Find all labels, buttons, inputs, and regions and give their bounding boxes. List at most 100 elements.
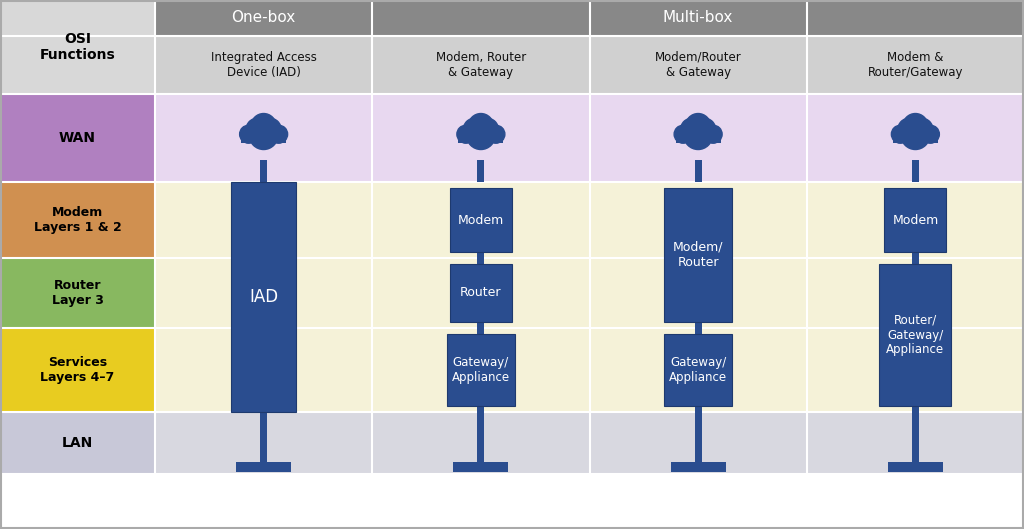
Bar — [912, 160, 919, 182]
Circle shape — [249, 121, 279, 150]
Text: Modem &
Router/Gateway: Modem & Router/Gateway — [867, 51, 964, 79]
Text: Gateway/
Appliance: Gateway/ Appliance — [452, 356, 510, 384]
Text: Modem: Modem — [458, 214, 504, 226]
Bar — [912, 252, 919, 264]
Bar — [477, 160, 484, 182]
Circle shape — [903, 114, 928, 139]
Text: Modem
Layers 1 & 2: Modem Layers 1 & 2 — [34, 206, 122, 234]
Bar — [477, 406, 484, 462]
Bar — [155, 94, 373, 182]
Bar — [807, 94, 1024, 182]
Text: Modem/
Router: Modem/ Router — [673, 241, 723, 269]
Bar — [237, 462, 291, 472]
FancyBboxPatch shape — [450, 188, 512, 252]
Circle shape — [922, 125, 939, 143]
FancyBboxPatch shape — [446, 334, 515, 406]
Bar — [590, 36, 807, 94]
Circle shape — [694, 118, 716, 140]
Bar — [676, 134, 721, 143]
Bar — [155, 412, 373, 474]
FancyBboxPatch shape — [885, 188, 946, 252]
FancyBboxPatch shape — [665, 188, 732, 322]
Circle shape — [464, 118, 485, 140]
Bar — [373, 412, 590, 474]
Circle shape — [681, 118, 702, 140]
Bar — [241, 134, 286, 143]
Bar — [260, 160, 267, 182]
Text: Integrated Access
Device (IAD): Integrated Access Device (IAD) — [211, 51, 316, 79]
Bar — [155, 0, 373, 36]
Text: LAN: LAN — [61, 436, 93, 450]
Bar — [807, 182, 1024, 258]
Circle shape — [457, 125, 475, 143]
Bar — [590, 412, 807, 474]
Text: One-box: One-box — [231, 11, 296, 25]
Bar — [590, 182, 807, 258]
FancyBboxPatch shape — [231, 182, 296, 412]
Text: IAD: IAD — [249, 288, 279, 306]
Text: Modem/Router
& Gateway: Modem/Router & Gateway — [654, 51, 741, 79]
Bar — [694, 406, 701, 462]
Circle shape — [684, 121, 713, 150]
Circle shape — [486, 125, 505, 143]
Bar — [477, 322, 484, 334]
Bar — [807, 328, 1024, 412]
Bar — [477, 252, 484, 264]
Circle shape — [901, 121, 930, 150]
FancyBboxPatch shape — [450, 264, 512, 322]
Text: Router/
Gateway/
Appliance: Router/ Gateway/ Appliance — [887, 314, 944, 357]
FancyBboxPatch shape — [665, 334, 732, 406]
Bar — [0, 328, 155, 412]
Bar — [459, 134, 504, 143]
Bar — [373, 0, 1024, 36]
Circle shape — [705, 125, 722, 143]
Circle shape — [269, 125, 288, 143]
Text: OSI
Functions: OSI Functions — [40, 32, 116, 62]
Circle shape — [898, 118, 920, 140]
Bar — [0, 182, 155, 258]
Bar — [260, 412, 267, 462]
Text: WAN: WAN — [59, 131, 96, 145]
Bar — [0, 412, 155, 474]
Bar — [590, 328, 807, 412]
Bar — [373, 328, 590, 412]
Bar — [155, 258, 373, 328]
Text: Router: Router — [460, 287, 502, 299]
Circle shape — [251, 114, 276, 139]
Bar — [694, 160, 701, 182]
Text: Router
Layer 3: Router Layer 3 — [51, 279, 103, 307]
Bar — [155, 328, 373, 412]
Circle shape — [468, 114, 494, 139]
Bar — [373, 258, 590, 328]
Bar — [0, 94, 155, 182]
Bar — [155, 36, 373, 94]
Circle shape — [240, 125, 258, 143]
Bar — [454, 462, 508, 472]
Bar — [807, 412, 1024, 474]
Bar — [912, 406, 919, 462]
Text: Services
Layers 4–7: Services Layers 4–7 — [40, 356, 115, 384]
Bar — [0, 258, 155, 328]
FancyBboxPatch shape — [880, 264, 951, 406]
Circle shape — [467, 121, 496, 150]
Bar — [590, 258, 807, 328]
Bar — [807, 258, 1024, 328]
Bar — [671, 462, 726, 472]
Bar — [694, 322, 701, 334]
Bar — [155, 182, 373, 258]
Text: Gateway/
Appliance: Gateway/ Appliance — [669, 356, 727, 384]
Circle shape — [911, 118, 933, 140]
Bar — [888, 462, 943, 472]
Bar — [807, 36, 1024, 94]
Circle shape — [674, 125, 692, 143]
Text: Modem, Router
& Gateway: Modem, Router & Gateway — [436, 51, 526, 79]
Bar — [893, 134, 938, 143]
Text: Multi-box: Multi-box — [663, 11, 733, 25]
Bar — [373, 36, 590, 94]
Circle shape — [259, 118, 281, 140]
Circle shape — [685, 114, 711, 139]
Bar — [0, 0, 155, 94]
Bar — [590, 94, 807, 182]
Bar — [373, 94, 590, 182]
Circle shape — [477, 118, 499, 140]
